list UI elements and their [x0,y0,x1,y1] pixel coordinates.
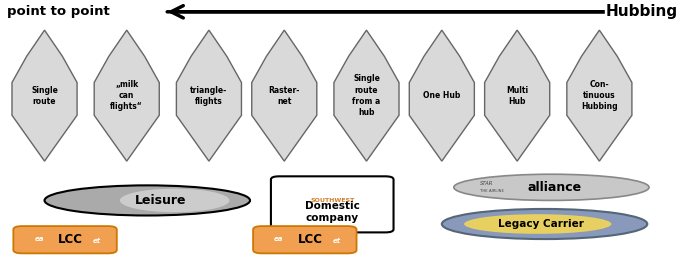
Polygon shape [566,30,632,161]
Text: LCC: LCC [58,233,83,246]
Text: Leisure: Leisure [135,194,187,207]
Text: SOUTHWEST: SOUTHWEST [310,198,354,203]
Ellipse shape [120,189,229,212]
Text: Hubbing: Hubbing [606,4,678,19]
Text: Multi
Hub: Multi Hub [506,86,528,106]
Text: STAR: STAR [479,181,493,186]
Polygon shape [177,30,241,161]
Text: „milk
can
flights“: „milk can flights“ [110,80,143,111]
FancyBboxPatch shape [271,176,393,232]
Text: Con-
tinuous
Hubbing: Con- tinuous Hubbing [581,80,618,111]
Text: Raster-
net: Raster- net [269,86,300,106]
Polygon shape [251,30,316,161]
Text: Domestic
company: Domestic company [305,201,360,223]
Text: ea: ea [274,236,284,242]
Text: point to point: point to point [7,5,110,18]
Text: LCC: LCC [298,233,323,246]
Polygon shape [12,30,77,161]
Ellipse shape [464,214,612,234]
FancyBboxPatch shape [14,226,116,253]
Text: Legacy Carrier: Legacy Carrier [498,219,584,229]
Ellipse shape [45,185,250,215]
Polygon shape [95,30,159,161]
Polygon shape [410,30,474,161]
FancyBboxPatch shape [253,226,356,253]
Polygon shape [484,30,549,161]
Text: alliance: alliance [527,181,582,194]
Text: THE AIRLINE: THE AIRLINE [479,189,503,193]
Text: ea: ea [34,236,44,242]
Text: et: et [92,238,101,244]
Text: Single
route: Single route [31,86,58,106]
Text: et: et [332,238,340,244]
Ellipse shape [454,174,649,200]
Polygon shape [334,30,399,161]
Text: triangle-
flights: triangle- flights [190,86,227,106]
Ellipse shape [442,209,647,239]
Text: One Hub: One Hub [423,91,460,100]
Text: Single
route
from a
hub: Single route from a hub [352,74,381,117]
